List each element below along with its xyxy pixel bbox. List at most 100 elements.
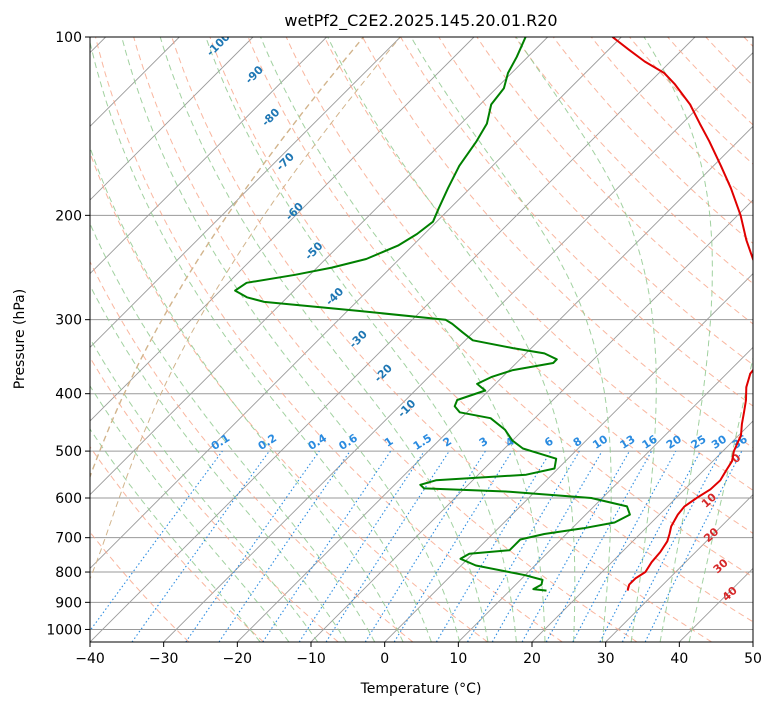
mixing-ratio-line bbox=[599, 450, 701, 642]
mixing-ratio-line bbox=[325, 450, 450, 642]
isotherm-line bbox=[237, 125, 753, 642]
moist-adiabat-label: -90 bbox=[243, 63, 266, 86]
mixing-ratio-label: 6 bbox=[542, 434, 556, 449]
moist-adiabat-line bbox=[515, 37, 657, 642]
mixing-ratio-label: 8 bbox=[571, 435, 585, 450]
mixing-ratio-label: 10 bbox=[590, 432, 610, 451]
x-tick-label: 20 bbox=[523, 651, 541, 667]
mixing-ratio-label: 20 bbox=[664, 432, 684, 451]
dry-adiabat-line bbox=[95, 37, 563, 642]
mixing-ratio-line bbox=[298, 450, 425, 642]
moist-adiabat-label: -30 bbox=[347, 327, 370, 350]
x-tick-label: −40 bbox=[75, 651, 105, 667]
isotherm-line bbox=[679, 567, 753, 642]
moist-adiabat-line bbox=[90, 40, 432, 642]
moist-adiabat-line bbox=[90, 428, 261, 642]
dry-adiabat-line bbox=[90, 445, 264, 642]
x-tick-label: −10 bbox=[296, 651, 326, 667]
dry-adiabat-line bbox=[90, 356, 339, 642]
moist-adiabat-line bbox=[90, 146, 404, 642]
dry-adiabat-line bbox=[667, 37, 753, 126]
moist-adiabat-line bbox=[90, 222, 376, 642]
dry-adiabat-label: 30 bbox=[711, 556, 731, 576]
mixing-ratio-label: 0.4 bbox=[306, 431, 330, 453]
background-lines bbox=[90, 37, 753, 642]
dry-adiabat-label: 20 bbox=[701, 525, 721, 545]
mixing-ratio-line bbox=[90, 450, 223, 632]
isotherm-line bbox=[90, 37, 548, 496]
dry-adiabat-line bbox=[90, 151, 488, 642]
isotherm-line bbox=[384, 273, 753, 642]
dry-adiabat-line bbox=[476, 37, 753, 325]
dewpoint-profile-line bbox=[234, 37, 631, 592]
mixing-ratio-line bbox=[545, 450, 653, 642]
moist-adiabat-line bbox=[90, 337, 319, 642]
isotherm-line bbox=[90, 37, 475, 422]
y-tick-label: 500 bbox=[55, 444, 82, 460]
moist-adiabat-line bbox=[121, 37, 461, 642]
temperature-profile-line bbox=[611, 37, 753, 591]
y-tick-label: 700 bbox=[55, 531, 82, 547]
x-tick-label: −30 bbox=[149, 651, 179, 667]
dry-adiabat-line bbox=[743, 37, 753, 48]
dry-adiabat-line bbox=[171, 37, 712, 642]
moist-adiabat-label: -70 bbox=[274, 150, 297, 173]
moist-adiabat-line bbox=[260, 37, 546, 642]
y-tick-label: 600 bbox=[55, 491, 82, 507]
mixing-ratio-line bbox=[644, 450, 743, 642]
dry-adiabat-line bbox=[133, 37, 638, 642]
isotherm-line bbox=[310, 199, 753, 642]
mixing-ratio-label: 1.5 bbox=[411, 431, 434, 453]
y-tick-label: 900 bbox=[55, 595, 82, 611]
mixing-ratio-label: 13 bbox=[618, 433, 638, 452]
x-tick-label: 40 bbox=[670, 651, 688, 667]
lcl-curve bbox=[90, 37, 401, 580]
moist-adiabat-line bbox=[688, 355, 753, 642]
mixing-ratio-label: 3 bbox=[477, 435, 491, 450]
isotherm-line bbox=[163, 52, 753, 642]
moist-adiabat-line bbox=[410, 37, 612, 642]
mixing-ratio-label: 0.6 bbox=[336, 431, 360, 453]
x-tick-label: −20 bbox=[223, 651, 253, 667]
x-tick-label: 50 bbox=[744, 651, 762, 667]
dry-adiabat-line bbox=[209, 37, 753, 623]
mixing-ratio-line bbox=[131, 450, 270, 642]
dry-adiabat-line bbox=[90, 531, 190, 642]
isotherm-line bbox=[90, 37, 327, 275]
isotherm-line bbox=[90, 37, 401, 348]
dry-adiabat-line bbox=[590, 37, 753, 205]
isotherm-line bbox=[605, 494, 753, 642]
y-axis-ticks: 100 200 300 400 500 600 700 800 900 1000 bbox=[46, 30, 90, 638]
y-axis-label: Pressure (hPa) bbox=[12, 289, 28, 389]
y-tick-label: 400 bbox=[55, 387, 82, 403]
x-axis-ticks: −40 −30 −20 −10 0 10 20 30 40 50 bbox=[75, 642, 762, 667]
moist-adiabat-line bbox=[90, 384, 290, 642]
mixing-ratio-line bbox=[185, 450, 320, 642]
dry-adiabat-line bbox=[247, 37, 753, 578]
x-tick-label: 0 bbox=[380, 651, 389, 667]
dry-adiabat-line bbox=[705, 37, 753, 87]
isotherm-line bbox=[458, 346, 753, 642]
moist-adiabat-line bbox=[205, 37, 517, 642]
mixing-ratio-label: 1 bbox=[382, 435, 396, 450]
moist-adiabat-label: -40 bbox=[323, 285, 346, 308]
dry-adiabat-label: 40 bbox=[720, 584, 740, 604]
mixing-ratio-line bbox=[218, 450, 351, 642]
mixing-ratio-label: 0.1 bbox=[209, 431, 232, 453]
x-tick-label: 10 bbox=[449, 651, 467, 667]
dry-adiabat-label: 10 bbox=[699, 490, 719, 510]
y-tick-label: 1000 bbox=[46, 622, 82, 638]
isotherm-line bbox=[90, 37, 254, 201]
mixing-ratio-line bbox=[393, 450, 513, 642]
isotherm-line bbox=[90, 37, 696, 642]
dry-adiabat-line bbox=[90, 260, 414, 642]
mixing-ratio-label: 16 bbox=[640, 432, 660, 451]
isotherm-line bbox=[752, 641, 753, 642]
moist-adiabat-label: -60 bbox=[283, 200, 306, 223]
plot-frame bbox=[89, 36, 754, 643]
dry-adiabat-line bbox=[514, 37, 753, 285]
mixing-ratio-line bbox=[262, 450, 392, 642]
isotherm-line bbox=[531, 420, 753, 642]
profile-lines bbox=[234, 37, 753, 592]
x-tick-label: 30 bbox=[597, 651, 615, 667]
